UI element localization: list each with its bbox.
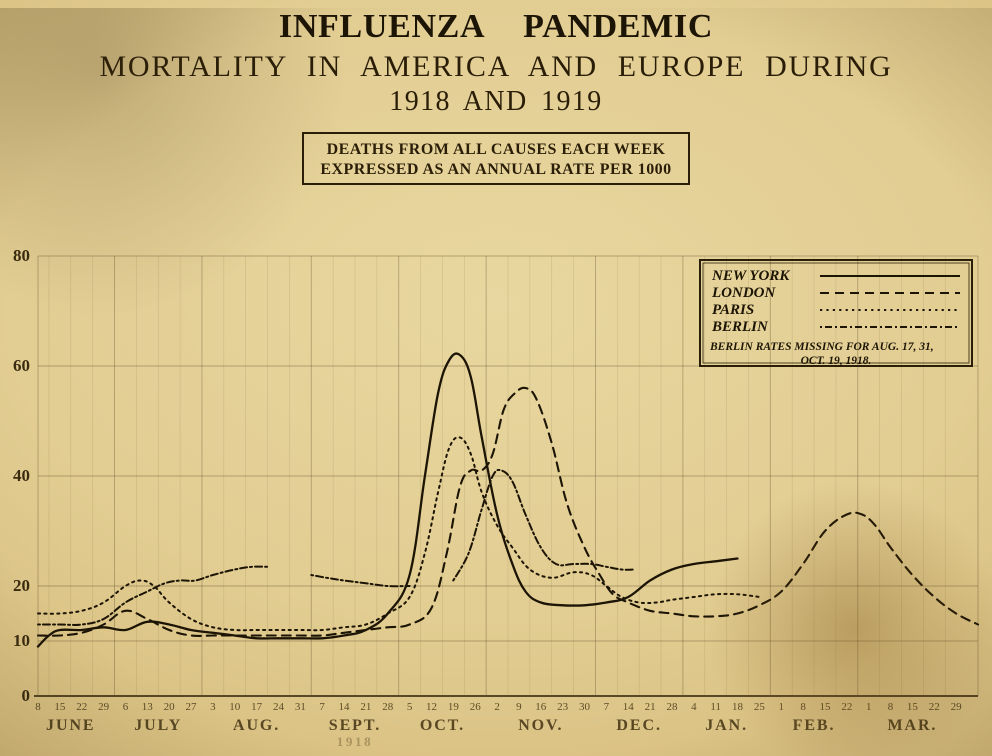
x-month-label: JULY: [134, 717, 182, 734]
x-day-label: 4: [691, 701, 697, 713]
y-tick-label: 60: [13, 356, 30, 375]
x-month-label: AUG.: [233, 717, 280, 734]
x-day-label: 15: [819, 701, 831, 713]
x-day-label: 31: [295, 701, 306, 713]
x-day-label: 16: [535, 701, 547, 713]
x-month-label: JUNE: [46, 717, 95, 734]
x-day-label: 21: [645, 701, 656, 713]
x-day-label: 8: [800, 701, 806, 713]
x-day-label: 28: [382, 701, 394, 713]
year-label-1918: 1918: [337, 734, 373, 749]
x-day-label: 25: [754, 701, 766, 713]
series-berlin: [38, 567, 268, 625]
x-day-label: 29: [951, 701, 963, 713]
x-day-label: 23: [557, 701, 569, 713]
x-day-label: 18: [732, 701, 744, 713]
x-day-label: 8: [888, 701, 894, 713]
x-day-label: 7: [319, 701, 325, 713]
x-day-label: 22: [841, 701, 852, 713]
x-day-label: 13: [142, 701, 154, 713]
x-day-label: 7: [604, 701, 610, 713]
x-day-label: 9: [516, 701, 522, 713]
x-day-label: 15: [907, 701, 919, 713]
x-day-label: 28: [666, 701, 678, 713]
x-day-label: 14: [339, 701, 351, 713]
x-day-label: 12: [426, 701, 437, 713]
x-day-label: 15: [54, 701, 66, 713]
x-month-label: DEC.: [616, 717, 661, 734]
series-new-york: [38, 354, 738, 647]
x-day-label: 1: [866, 701, 872, 713]
x-day-label: 21: [360, 701, 371, 713]
series-berlin-seg3: [453, 470, 635, 581]
legend-item-label: NEW YORK: [711, 268, 790, 284]
x-day-label: 3: [210, 701, 216, 713]
legend-item-label: LONDON: [711, 285, 776, 301]
y-tick-label: 10: [13, 631, 30, 650]
x-day-label: 8: [35, 701, 41, 713]
legend-note-l1: BERLIN RATES MISSING FOR AUG. 17, 31,: [709, 341, 934, 353]
x-day-label: 29: [98, 701, 110, 713]
x-day-label: 10: [229, 701, 241, 713]
x-day-label: 20: [164, 701, 176, 713]
x-day-label: 17: [251, 701, 263, 713]
legend-item-label: PARIS: [712, 302, 754, 318]
x-month-label: OCT.: [420, 717, 465, 734]
x-day-label: 30: [579, 701, 591, 713]
x-day-label: 27: [186, 701, 198, 713]
x-day-label: 26: [470, 701, 482, 713]
y-tick-label: 40: [13, 466, 30, 485]
x-day-label: 2: [494, 701, 500, 713]
y-tick-label: 0: [22, 686, 31, 705]
x-day-label: 5: [407, 701, 413, 713]
legend-item-label: BERLIN: [711, 319, 769, 335]
x-day-label: 11: [710, 701, 721, 713]
x-day-label: 14: [623, 701, 635, 713]
y-tick-label: 80: [13, 246, 30, 265]
x-day-label: 22: [929, 701, 940, 713]
x-day-label: 19: [448, 701, 460, 713]
x-month-label: NOV.: [518, 717, 563, 734]
x-month-label: MAR.: [887, 717, 937, 734]
x-day-label: 22: [76, 701, 87, 713]
x-day-label: 1: [779, 701, 785, 713]
x-day-label: 6: [123, 701, 129, 713]
x-month-label: FEB.: [793, 717, 836, 734]
x-month-label: JAN.: [705, 717, 748, 734]
legend-note-l2: OCT. 19, 1918.: [801, 355, 872, 367]
x-day-label: 24: [273, 701, 285, 713]
series-berlin-seg2: [311, 575, 409, 586]
mortality-chart: 010204060808152229JUNE6132027JULY3101724…: [0, 8, 992, 756]
x-month-label: SEPT.: [329, 717, 381, 734]
y-tick-label: 20: [13, 576, 30, 595]
